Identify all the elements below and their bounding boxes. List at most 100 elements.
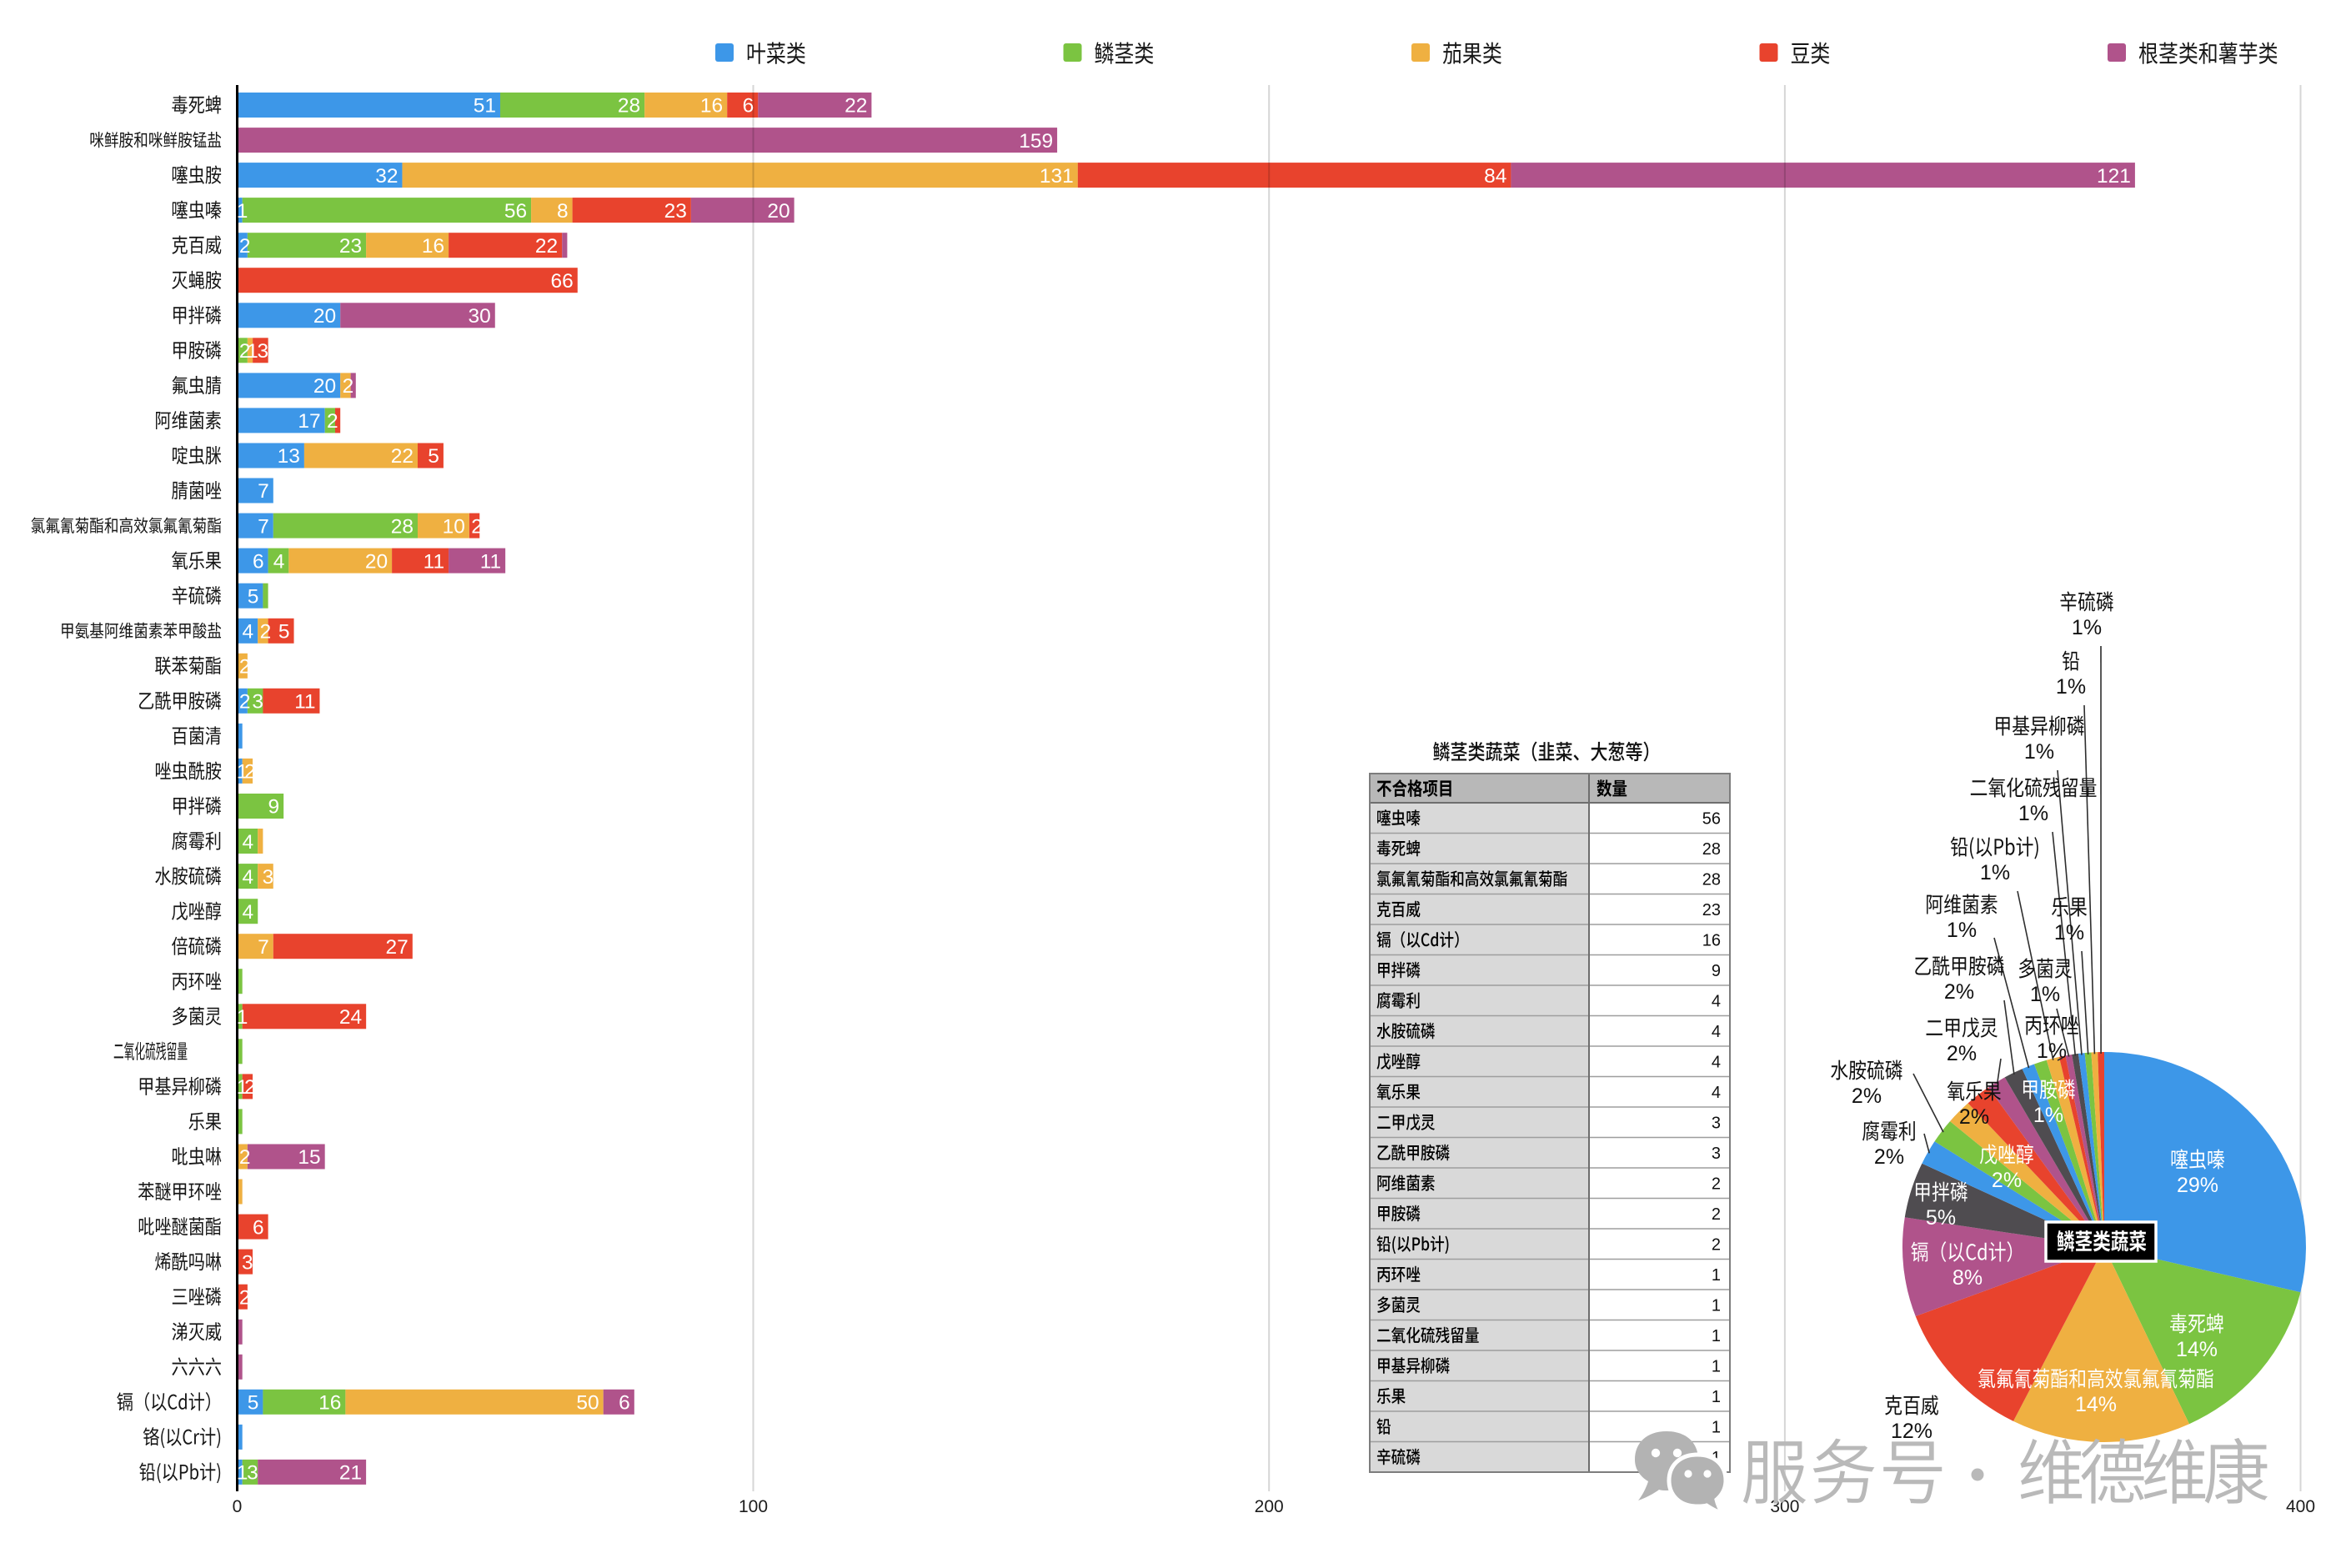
svg-text:11: 11 [424,550,444,573]
svg-text:56: 56 [504,200,527,223]
svg-text:3: 3 [247,1462,258,1485]
svg-text:29%: 29% [2177,1174,2218,1197]
svg-text:4: 4 [1712,1023,1721,1041]
svg-text:3: 3 [252,691,263,714]
svg-text:20: 20 [313,305,336,328]
svg-text:2: 2 [244,1076,256,1099]
svg-text:131: 131 [1040,165,1074,188]
svg-text:20: 20 [767,200,790,223]
svg-text:6: 6 [253,1216,264,1239]
svg-text:17: 17 [298,410,320,433]
svg-text:1: 1 [1712,1388,1721,1406]
svg-text:2%: 2% [1959,1105,1989,1129]
svg-text:5: 5 [428,445,439,468]
svg-text:1: 1 [1712,1358,1721,1376]
svg-text:4: 4 [273,550,285,573]
svg-text:22: 22 [845,95,867,118]
svg-text:22: 22 [391,445,414,468]
svg-text:56: 56 [1702,810,1721,829]
svg-text:7: 7 [258,480,269,503]
svg-text:2: 2 [239,1146,251,1169]
svg-text:3: 3 [263,866,274,889]
svg-text:9: 9 [268,796,280,819]
svg-text:3: 3 [1712,1115,1721,1133]
svg-text:9: 9 [1712,962,1721,980]
svg-text:2: 2 [244,761,256,784]
svg-text:4: 4 [1712,1054,1721,1072]
svg-text:4: 4 [243,831,254,854]
svg-text:2: 2 [1712,1205,1721,1224]
svg-text:3: 3 [242,1251,253,1274]
svg-text:1: 1 [1712,1327,1721,1345]
svg-text:0: 0 [233,1497,243,1516]
svg-text:2%: 2% [1852,1085,1882,1108]
svg-text:2: 2 [343,375,354,398]
svg-text:8%: 8% [1952,1266,1983,1290]
svg-text:24: 24 [339,1006,362,1029]
svg-text:16: 16 [318,1392,341,1415]
svg-text:1%: 1% [2030,983,2060,1006]
svg-text:12%: 12% [1891,1420,1932,1443]
svg-text:2%: 2% [1874,1145,1904,1169]
svg-text:23: 23 [664,200,687,223]
svg-text:20: 20 [365,550,388,573]
svg-text:7: 7 [258,936,269,959]
svg-text:15: 15 [298,1146,320,1169]
svg-text:28: 28 [1702,871,1721,889]
svg-text:6: 6 [619,1392,630,1415]
svg-text:16: 16 [422,235,444,258]
svg-text:28: 28 [618,95,640,118]
svg-text:22: 22 [535,235,558,258]
svg-text:1%: 1% [2018,802,2048,825]
svg-text:400: 400 [2286,1497,2315,1516]
svg-text:66: 66 [551,270,574,293]
svg-text:28: 28 [1702,840,1721,859]
svg-text:14%: 14% [2075,1393,2117,1416]
svg-text:1%: 1% [2033,1104,2063,1127]
svg-text:2%: 2% [1992,1169,2022,1192]
svg-text:1%: 1% [1980,861,2010,884]
svg-text:1: 1 [237,200,248,223]
svg-text:13: 13 [278,445,300,468]
svg-text:5%: 5% [1926,1206,1956,1230]
svg-text:4: 4 [243,621,254,644]
svg-text:1: 1 [1712,1297,1721,1315]
svg-text:2: 2 [1712,1236,1721,1255]
svg-text:28: 28 [391,515,414,538]
svg-text:1: 1 [1712,1419,1721,1437]
svg-text:2: 2 [260,621,272,644]
svg-text:11: 11 [294,691,315,714]
svg-text:16: 16 [700,95,723,118]
svg-text:27: 27 [386,936,409,959]
svg-text:30: 30 [469,305,491,328]
svg-text:21: 21 [339,1462,362,1485]
svg-text:2: 2 [239,235,251,258]
svg-text:16: 16 [1702,932,1721,950]
svg-text:32: 32 [375,165,398,188]
svg-text:1%: 1% [1947,919,1977,942]
svg-text:2: 2 [239,691,251,714]
svg-text:84: 84 [1484,165,1506,188]
svg-text:20: 20 [313,375,336,398]
svg-text:51: 51 [474,95,496,118]
svg-text:14%: 14% [2176,1338,2218,1361]
svg-text:3: 3 [257,340,268,363]
svg-text:159: 159 [1019,130,1053,153]
svg-text:1%: 1% [2056,675,2086,699]
svg-text:4: 4 [1712,1084,1721,1102]
svg-text:2%: 2% [1944,980,1974,1004]
svg-text:3: 3 [1712,1145,1721,1163]
svg-text:6: 6 [253,550,264,573]
svg-text:10: 10 [443,515,465,538]
svg-text:5: 5 [248,585,259,608]
svg-text:7: 7 [258,515,269,538]
svg-text:6: 6 [743,95,754,118]
svg-text:2: 2 [327,410,338,433]
svg-text:4: 4 [243,901,254,924]
svg-text:23: 23 [1702,901,1721,919]
svg-text:200: 200 [1255,1497,1284,1516]
svg-text:1: 1 [1712,1266,1721,1285]
svg-text:121: 121 [2097,165,2131,188]
svg-text:2: 2 [1712,1175,1721,1194]
svg-text:2: 2 [471,515,483,538]
